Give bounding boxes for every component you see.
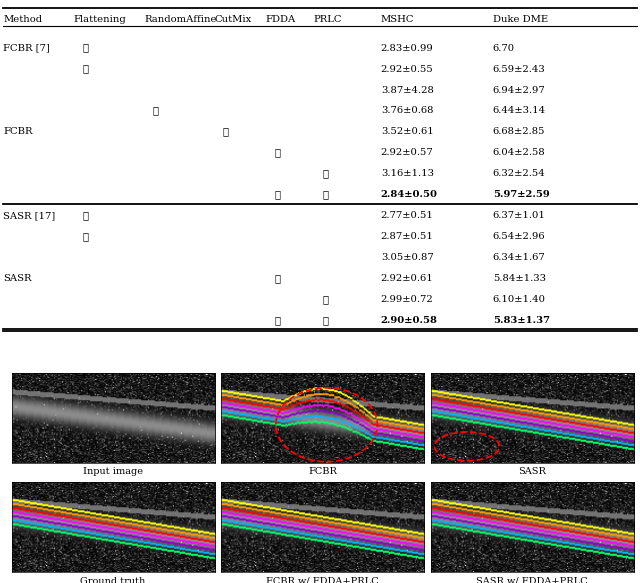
Text: 2.83±0.99: 2.83±0.99 — [381, 44, 433, 52]
Text: 3.87±4.28: 3.87±4.28 — [381, 86, 434, 94]
Text: SASR [17]: SASR [17] — [3, 211, 56, 220]
Text: ✓: ✓ — [152, 107, 159, 115]
Text: ✓: ✓ — [82, 232, 88, 241]
Text: Duke DME: Duke DME — [493, 15, 548, 24]
Text: 6.37±1.01: 6.37±1.01 — [493, 211, 546, 220]
Text: PRLC: PRLC — [314, 15, 342, 24]
Text: 6.44±3.14: 6.44±3.14 — [493, 107, 546, 115]
Text: ✓: ✓ — [274, 274, 280, 283]
Text: ✓: ✓ — [82, 44, 88, 52]
Text: FCBR: FCBR — [308, 468, 337, 476]
Text: 3.76±0.68: 3.76±0.68 — [381, 107, 433, 115]
Text: 2.92±0.61: 2.92±0.61 — [381, 274, 433, 283]
Text: FCBR w/ FDDA+PRLC: FCBR w/ FDDA+PRLC — [266, 577, 379, 583]
Text: ✓: ✓ — [322, 190, 328, 199]
Text: 2.87±0.51: 2.87±0.51 — [381, 232, 434, 241]
Text: ✓: ✓ — [82, 65, 88, 73]
Text: ✓: ✓ — [274, 316, 280, 325]
Text: 3.52±0.61: 3.52±0.61 — [381, 128, 433, 136]
Text: Method: Method — [3, 15, 42, 24]
Text: 6.04±2.58: 6.04±2.58 — [493, 149, 545, 157]
Text: MSHC: MSHC — [381, 15, 414, 24]
Text: 6.59±2.43: 6.59±2.43 — [493, 65, 545, 73]
Text: 2.84±0.50: 2.84±0.50 — [381, 190, 438, 199]
Text: RandomAffine: RandomAffine — [144, 15, 216, 24]
Text: Input image: Input image — [83, 468, 143, 476]
Text: ✓: ✓ — [274, 190, 280, 199]
Text: ✓: ✓ — [82, 211, 88, 220]
Text: 5.83±1.37: 5.83±1.37 — [493, 316, 550, 325]
Text: SASR w/ FDDA+PRLC: SASR w/ FDDA+PRLC — [476, 577, 588, 583]
Text: 5.84±1.33: 5.84±1.33 — [493, 274, 546, 283]
Text: 6.68±2.85: 6.68±2.85 — [493, 128, 545, 136]
Text: FDDA: FDDA — [266, 15, 296, 24]
Text: SASR: SASR — [518, 468, 546, 476]
Text: ✓: ✓ — [274, 149, 280, 157]
Text: ✓: ✓ — [223, 128, 229, 136]
Text: ✓: ✓ — [322, 295, 328, 304]
Text: 6.94±2.97: 6.94±2.97 — [493, 86, 545, 94]
Text: ✓: ✓ — [322, 316, 328, 325]
Text: 6.34±1.67: 6.34±1.67 — [493, 253, 545, 262]
Text: 2.77±0.51: 2.77±0.51 — [381, 211, 434, 220]
Text: 6.32±2.54: 6.32±2.54 — [493, 170, 545, 178]
Text: SASR: SASR — [3, 274, 32, 283]
Text: 2.92±0.55: 2.92±0.55 — [381, 65, 433, 73]
Text: 2.90±0.58: 2.90±0.58 — [381, 316, 438, 325]
Text: ✓: ✓ — [322, 170, 328, 178]
Text: 5.97±2.59: 5.97±2.59 — [493, 190, 550, 199]
Text: 6.54±2.96: 6.54±2.96 — [493, 232, 545, 241]
Text: 3.16±1.13: 3.16±1.13 — [381, 170, 434, 178]
Text: 2.92±0.57: 2.92±0.57 — [381, 149, 433, 157]
Text: Ground truth: Ground truth — [81, 577, 146, 583]
Text: 2.99±0.72: 2.99±0.72 — [381, 295, 433, 304]
Text: CutMix: CutMix — [214, 15, 252, 24]
Text: FCBR [7]: FCBR [7] — [3, 44, 50, 52]
Text: 6.10±1.40: 6.10±1.40 — [493, 295, 546, 304]
Text: Flattening: Flattening — [74, 15, 126, 24]
Text: 3.05±0.87: 3.05±0.87 — [381, 253, 433, 262]
Text: FCBR: FCBR — [3, 128, 33, 136]
Text: 6.70: 6.70 — [493, 44, 515, 52]
